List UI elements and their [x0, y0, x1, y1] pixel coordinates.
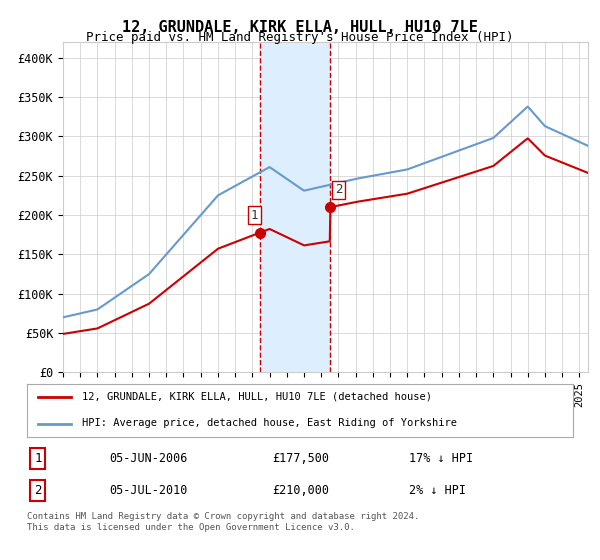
- Bar: [260, 42, 330, 372]
- Text: Contains HM Land Registry data © Crown copyright and database right 2024.
This d: Contains HM Land Registry data © Crown c…: [27, 512, 419, 532]
- Text: 12, GRUNDALE, KIRK ELLA, HULL, HU10 7LE (detached house): 12, GRUNDALE, KIRK ELLA, HULL, HU10 7LE …: [82, 392, 431, 402]
- Text: 12, GRUNDALE, KIRK ELLA, HULL, HU10 7LE: 12, GRUNDALE, KIRK ELLA, HULL, HU10 7LE: [122, 20, 478, 35]
- Text: HPI: Average price, detached house, East Riding of Yorkshire: HPI: Average price, detached house, East…: [82, 418, 457, 428]
- Text: £177,500: £177,500: [273, 452, 330, 465]
- Text: 2% ↓ HPI: 2% ↓ HPI: [409, 484, 466, 497]
- Text: 1: 1: [34, 452, 41, 465]
- Text: £210,000: £210,000: [273, 484, 330, 497]
- Text: 2: 2: [34, 484, 41, 497]
- Text: 1: 1: [251, 209, 258, 222]
- Text: 17% ↓ HPI: 17% ↓ HPI: [409, 452, 473, 465]
- Text: 2: 2: [335, 183, 342, 196]
- Text: 05-JUN-2006: 05-JUN-2006: [109, 452, 187, 465]
- Text: Price paid vs. HM Land Registry's House Price Index (HPI): Price paid vs. HM Land Registry's House …: [86, 31, 514, 44]
- Text: 05-JUL-2010: 05-JUL-2010: [109, 484, 187, 497]
